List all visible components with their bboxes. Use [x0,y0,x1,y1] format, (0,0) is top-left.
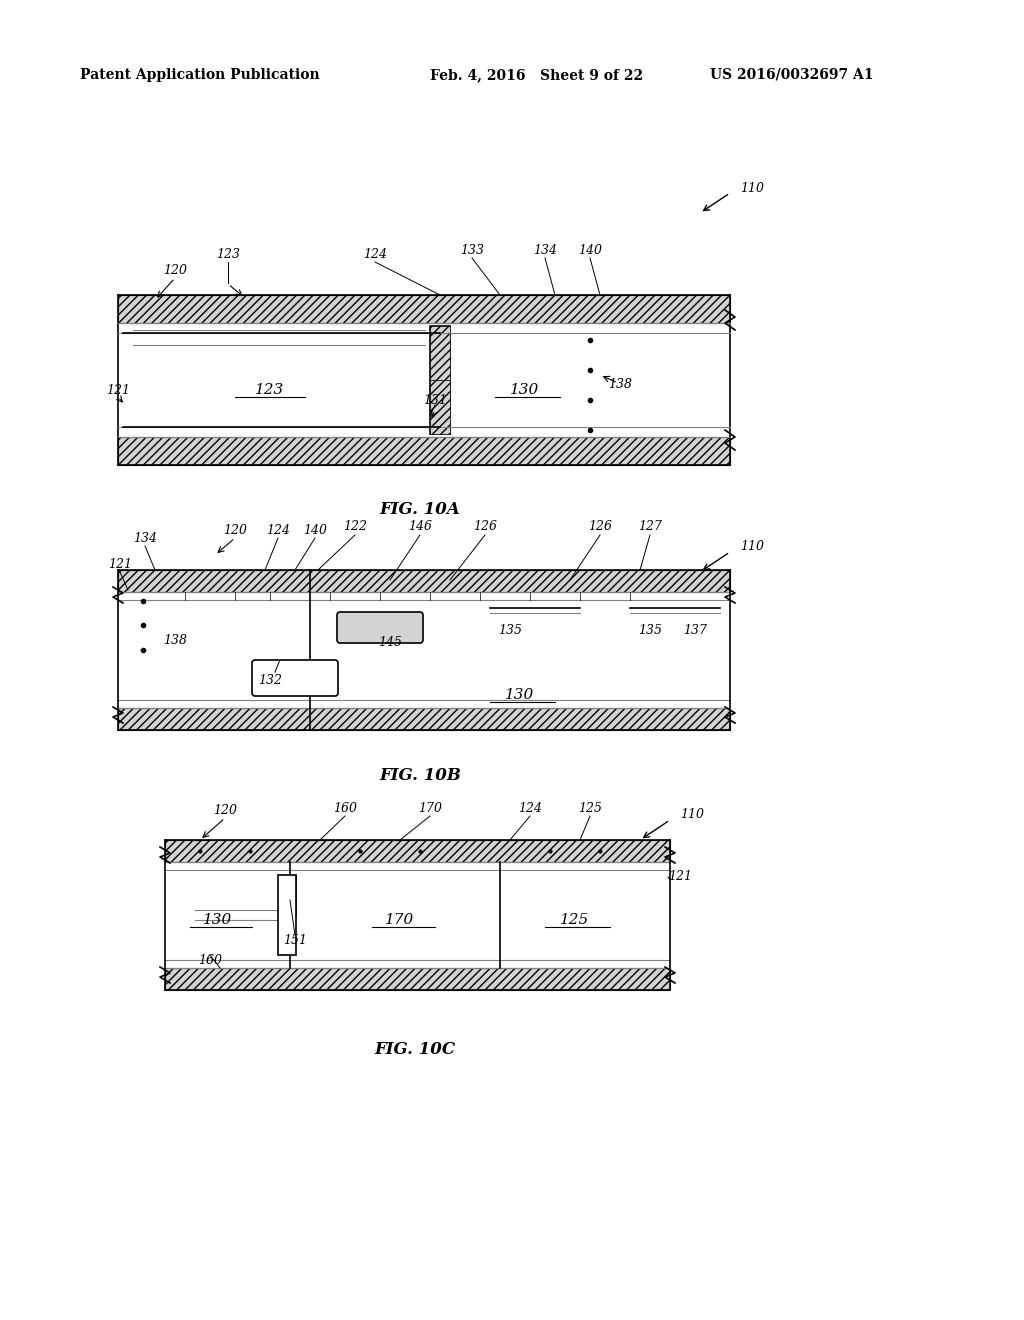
Text: 133: 133 [460,243,484,256]
Text: 151: 151 [283,933,307,946]
Text: 170: 170 [418,801,442,814]
Text: 134: 134 [133,532,157,544]
Text: 130: 130 [204,913,232,927]
Text: 130: 130 [510,383,540,397]
Bar [118,708,730,730]
Text: 123: 123 [255,383,285,397]
Text: 127: 127 [638,520,662,533]
Text: FIG. 10B: FIG. 10B [379,767,461,784]
Text: 126: 126 [588,520,612,533]
Text: 126: 126 [473,520,497,533]
FancyBboxPatch shape [278,875,296,954]
Text: 125: 125 [578,801,602,814]
Text: 130: 130 [506,688,535,702]
Text: FIG. 10C: FIG. 10C [375,1041,456,1059]
Text: 134: 134 [534,243,557,256]
Text: 110: 110 [740,181,764,194]
Bar [430,326,450,434]
Bar [278,875,296,915]
Text: 146: 146 [408,520,432,533]
Text: 120: 120 [163,264,187,276]
FancyBboxPatch shape [337,612,423,643]
Text: 120: 120 [223,524,247,536]
Text: 124: 124 [266,524,290,536]
Text: 135: 135 [498,623,522,636]
Text: 121: 121 [108,558,132,572]
Text: FIG. 10A: FIG. 10A [380,502,461,519]
Bar [165,968,670,990]
Text: 138: 138 [163,634,187,647]
Bar [118,294,730,323]
Text: 131: 131 [423,393,447,407]
Text: 135: 135 [638,623,662,636]
Bar [430,380,450,434]
Text: 110: 110 [740,540,764,553]
Bar [430,326,450,380]
Text: 121: 121 [668,870,692,883]
Bar [118,570,730,591]
Bar [118,437,730,465]
Text: 132: 132 [258,673,282,686]
Text: 122: 122 [343,520,367,533]
Text: 121: 121 [106,384,130,396]
Text: 124: 124 [518,801,542,814]
Text: 138: 138 [608,379,632,392]
Text: 160: 160 [333,801,357,814]
Text: 124: 124 [362,248,387,261]
Text: 140: 140 [303,524,327,536]
Text: 160: 160 [198,953,222,966]
Text: 140: 140 [578,243,602,256]
Bar [165,840,670,862]
Text: 145: 145 [378,636,402,649]
FancyBboxPatch shape [252,660,338,696]
Text: 110: 110 [680,808,705,821]
Text: 170: 170 [385,913,415,927]
Text: 123: 123 [216,248,240,261]
Text: Patent Application Publication: Patent Application Publication [80,69,319,82]
Text: 137: 137 [683,623,707,636]
Text: 125: 125 [560,913,590,927]
Text: Feb. 4, 2016   Sheet 9 of 22: Feb. 4, 2016 Sheet 9 of 22 [430,69,643,82]
Text: 120: 120 [213,804,237,817]
Text: US 2016/0032697 A1: US 2016/0032697 A1 [710,69,873,82]
